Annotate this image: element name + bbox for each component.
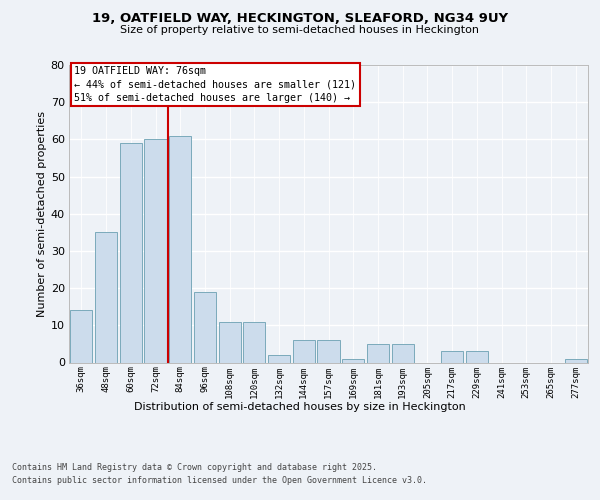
Text: Size of property relative to semi-detached houses in Heckington: Size of property relative to semi-detach… xyxy=(121,25,479,35)
Bar xyxy=(145,140,167,362)
Bar xyxy=(95,232,117,362)
Bar xyxy=(70,310,92,362)
Bar xyxy=(268,355,290,362)
Text: 19 OATFIELD WAY: 76sqm
← 44% of semi-detached houses are smaller (121)
51% of se: 19 OATFIELD WAY: 76sqm ← 44% of semi-det… xyxy=(74,66,356,103)
Text: Distribution of semi-detached houses by size in Heckington: Distribution of semi-detached houses by … xyxy=(134,402,466,412)
Bar xyxy=(317,340,340,362)
Bar xyxy=(441,352,463,362)
Bar xyxy=(119,143,142,362)
Text: 19, OATFIELD WAY, HECKINGTON, SLEAFORD, NG34 9UY: 19, OATFIELD WAY, HECKINGTON, SLEAFORD, … xyxy=(92,12,508,26)
Bar xyxy=(367,344,389,362)
Bar xyxy=(243,322,265,362)
Text: Contains public sector information licensed under the Open Government Licence v3: Contains public sector information licen… xyxy=(12,476,427,485)
Bar xyxy=(293,340,315,362)
Bar xyxy=(218,322,241,362)
Bar xyxy=(466,352,488,362)
Bar xyxy=(392,344,414,362)
Bar xyxy=(565,359,587,362)
Y-axis label: Number of semi-detached properties: Number of semi-detached properties xyxy=(37,111,47,317)
Text: Contains HM Land Registry data © Crown copyright and database right 2025.: Contains HM Land Registry data © Crown c… xyxy=(12,462,377,471)
Bar xyxy=(342,359,364,362)
Bar xyxy=(169,136,191,362)
Bar xyxy=(194,292,216,362)
